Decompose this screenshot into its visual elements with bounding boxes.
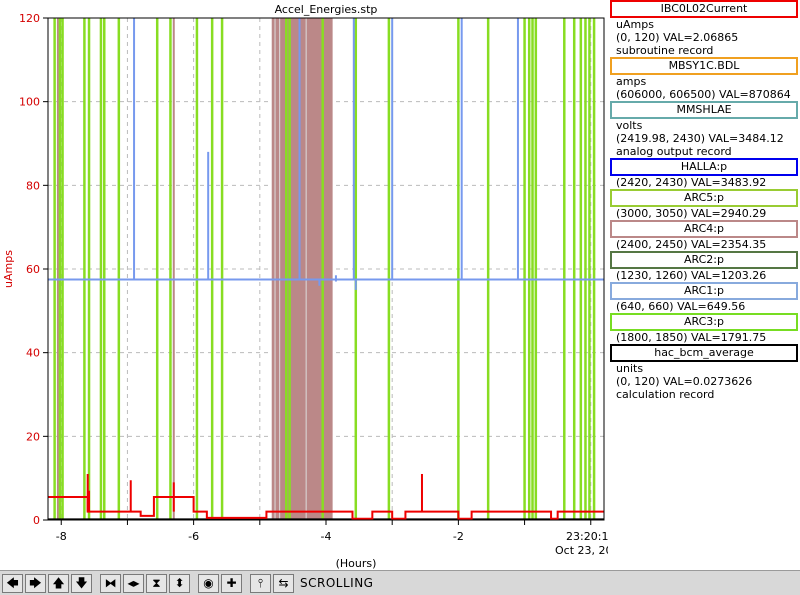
legend-entry-detail: (1800, 1850) VAL=1791.75 (616, 331, 767, 344)
x-end-date: Oct 23, 2009 (555, 544, 608, 557)
legend-entry-name[interactable]: MMSHLAE (610, 101, 798, 119)
mode-label: SCROLLING (300, 576, 374, 590)
scroll-up-icon: 🡅 (52, 576, 65, 590)
legend-entry-name[interactable]: ARC3:p (610, 313, 798, 331)
scroll-left-icon: 🡄 (6, 576, 19, 590)
zoom-in-horizontal-icon: ⧓ (104, 576, 117, 590)
y-tick-label: 120 (19, 12, 40, 25)
legend-entry-detail: calculation record (616, 388, 715, 401)
x-tick-label: -8 (56, 530, 67, 543)
scroll-down-icon: 🡇 (75, 576, 88, 590)
zoom-in-vertical-button[interactable]: ⧗ (146, 573, 167, 593)
legend-entry[interactable]: ARC3:p (1800, 1850) VAL=1791.75 (608, 313, 800, 344)
scroll-right-icon: 🡆 (29, 576, 42, 590)
legend-entry-detail: uAmps (616, 18, 654, 31)
legend-entry[interactable]: ARC1:p (640, 660) VAL=649.56 (608, 282, 800, 313)
zoom-in-horizontal-button[interactable]: ⧓ (100, 573, 121, 593)
stagger-button[interactable]: ⫯ (250, 573, 271, 593)
legend-entry[interactable]: ARC5:p (3000, 3050) VAL=2940.29 (608, 189, 800, 220)
add-icon: ✚ (226, 576, 237, 590)
scroll-down-button[interactable]: 🡇 (71, 573, 92, 593)
legend-entry[interactable]: IBC0L02Current uAmps (0, 120) VAL=2.06865 s… (608, 0, 800, 57)
x-axis-label: (Hours) (336, 557, 377, 570)
auto-scale-icon: ◉ (203, 576, 214, 590)
legend-entry-detail: (2420, 2430) VAL=3483.92 (616, 176, 767, 189)
legend-entry-name[interactable]: ARC5:p (610, 189, 798, 207)
legend-entry-detail: (640, 660) VAL=649.56 (616, 300, 746, 313)
legend-entry-detail: (0, 120) VAL=0.0273626 (616, 375, 753, 388)
legend-entry-name[interactable]: MBSY1C.BDL (610, 57, 798, 75)
legend-entry[interactable]: ARC4:p (2400, 2450) VAL=2354.35 (608, 220, 800, 251)
legend-entry-name[interactable]: ARC4:p (610, 220, 798, 238)
legend-entry-detail: (0, 120) VAL=2.06865 (616, 31, 739, 44)
x-end-time: 23:20:10 (566, 530, 608, 543)
y-tick-label: 0 (33, 514, 40, 527)
y-axis-label: uAmps (2, 250, 15, 288)
y-tick-label: 80 (26, 179, 40, 192)
legend-entry-detail: (2400, 2450) VAL=2354.35 (616, 238, 767, 251)
scroll-left-button[interactable]: 🡄 (2, 573, 23, 593)
legend-entry-detail: volts (616, 119, 643, 132)
plot-group (43, 17, 604, 525)
legend-entry[interactable]: ARC2:p (1230, 1260) VAL=1203.26 (608, 251, 800, 282)
plot-frame (47, 17, 605, 521)
legend-entry[interactable]: MBSY1C.BDL amps (606000, 606500) VAL=87086… (608, 57, 800, 101)
scroll-mode-button[interactable]: ⇆ (273, 573, 294, 593)
legend-entry-name[interactable]: ARC1:p (610, 282, 798, 300)
legend-entry-name[interactable]: HALLA:p (610, 158, 798, 176)
auto-scale-button[interactable]: ◉ (198, 573, 219, 593)
legend-entry-name[interactable]: IBC0L02Current (610, 0, 798, 18)
ibc-line (48, 495, 604, 520)
legend-entry-detail: subroutine record (616, 44, 714, 57)
legend-entry-detail: analog output record (616, 145, 732, 158)
y-tick-label: 20 (26, 430, 40, 443)
x-tick-label: -2 (453, 530, 464, 543)
scroll-up-button[interactable]: 🡅 (48, 573, 69, 593)
chart: Accel_Energies.stp 0 20 40 60 80 100 120 -8 -6 -4 -… (2, 3, 608, 570)
legend-entry-detail: (1230, 1260) VAL=1203.26 (616, 269, 767, 282)
zoom-in-vertical-icon: ⧗ (152, 576, 161, 590)
zoom-out-vertical-icon: ⬍ (174, 576, 185, 590)
zoom-out-horizontal-icon: ◂▸ (127, 576, 140, 590)
scroll-mode-icon: ⇆ (278, 576, 289, 590)
legend-entry[interactable]: MMSHLAE volts (2419.98, 2430) VAL=3484.12 a… (608, 101, 800, 158)
toolbar-buttons: 🡄 🡆 🡅 🡇 ⧓ ◂▸ ⧗ ⬍ ◉ ✚ ⫯ ⇆ (0, 573, 294, 593)
toolbar: 🡄 🡆 🡅 🡇 ⧓ ◂▸ ⧗ ⬍ ◉ ✚ ⫯ ⇆ SCROLLING (0, 570, 800, 595)
legend-entry[interactable]: hac_bcm_average units (0, 120) VAL=0.02736… (608, 344, 800, 401)
y-tick-label: 40 (26, 347, 40, 360)
legend: IBC0L02Current uAmps (0, 120) VAL=2.06865 s… (608, 0, 800, 401)
add-button[interactable]: ✚ (221, 573, 242, 593)
legend-entry-name[interactable]: hac_bcm_average (610, 344, 798, 362)
scroll-right-button[interactable]: 🡆 (25, 573, 46, 593)
legend-entry-detail: amps (616, 75, 647, 88)
zoom-out-horizontal-button[interactable]: ◂▸ (123, 573, 144, 593)
x-tick-label: -4 (321, 530, 332, 543)
stagger-icon: ⫯ (257, 576, 264, 590)
chart-title: Accel_Energies.stp (275, 3, 378, 16)
legend-entry-name[interactable]: ARC2:p (610, 251, 798, 269)
legend-entry-detail: units (616, 362, 644, 375)
legend-entry-detail: (3000, 3050) VAL=2940.29 (616, 207, 767, 220)
legend-entry-detail: (606000, 606500) VAL=870864 (616, 88, 791, 101)
zoom-out-vertical-button[interactable]: ⬍ (169, 573, 190, 593)
legend-entry-detail: (2419.98, 2430) VAL=3484.12 (616, 132, 784, 145)
legend-entry[interactable]: HALLA:p (2420, 2430) VAL=3483.92 (608, 158, 800, 189)
x-tick-label: -6 (188, 530, 199, 543)
y-tick-label: 60 (26, 263, 40, 276)
y-tick-label: 100 (19, 96, 40, 109)
